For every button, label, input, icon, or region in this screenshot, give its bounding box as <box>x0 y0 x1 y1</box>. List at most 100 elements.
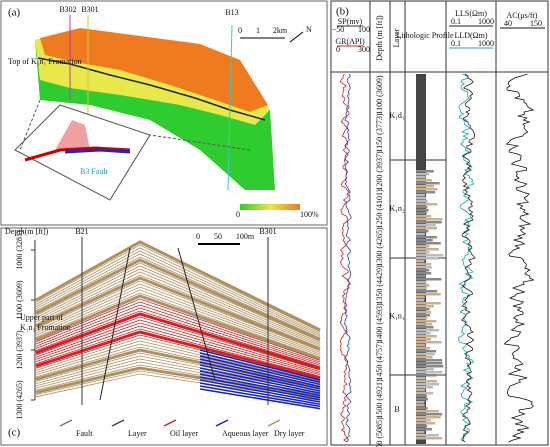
lithology-bed <box>416 275 426 278</box>
depth-label: 1300 (4265) <box>375 227 384 267</box>
layer <box>35 283 321 353</box>
lithology-bed <box>416 377 426 380</box>
lithology-bed <box>416 380 438 383</box>
lithology-bed <box>416 308 430 311</box>
lithology-bed <box>416 236 437 239</box>
lld-curve <box>458 73 475 443</box>
layer <box>35 247 321 334</box>
lithology-bed <box>416 410 439 413</box>
colorbar <box>240 204 300 210</box>
well-label: B21 <box>75 227 88 236</box>
legend-symbol <box>163 419 177 427</box>
layer <box>35 328 321 377</box>
lithology-bed <box>416 365 444 368</box>
lithology-bed <box>416 401 425 404</box>
depth-label: 1100 (3609) <box>15 280 24 319</box>
lithology-bed <box>416 359 442 362</box>
north-arrow <box>289 31 304 43</box>
layer-label: K₁n₂ <box>389 204 405 213</box>
lithology-bed <box>416 413 443 416</box>
lithology-bed <box>416 185 434 188</box>
lithology-bed <box>416 338 432 341</box>
header-text: SP(mv) <box>338 17 363 26</box>
lithology-bed <box>416 260 425 263</box>
aqueous-layer <box>199 364 321 392</box>
layer <box>35 289 321 356</box>
lithology-bed <box>416 350 437 353</box>
block-top <box>40 28 268 112</box>
depth-label: 1200 (3937) <box>375 151 384 191</box>
aqueous-layer <box>199 385 321 408</box>
legend-label: Oil layer <box>170 429 199 438</box>
lithology-bed <box>416 392 434 395</box>
header-text: 40 <box>504 19 512 28</box>
layer <box>35 304 321 364</box>
legend-label: Dry layer <box>274 429 305 438</box>
lithology-bed <box>416 182 440 185</box>
layer-label: K₁d₁ <box>389 111 405 120</box>
depth-label: 1250 (4101) <box>375 189 384 229</box>
lithology-bed <box>416 188 438 191</box>
lithology-bed <box>416 176 426 179</box>
header-text: 100 <box>358 25 370 34</box>
layer <box>35 258 321 341</box>
lithology-bed <box>416 296 425 299</box>
layer <box>35 316 321 371</box>
lithology-bed <box>416 242 441 245</box>
lithology-bed <box>416 353 435 356</box>
lithology-bed <box>416 248 439 251</box>
legend-label: Fault <box>76 429 93 438</box>
layer <box>35 240 321 332</box>
gr-curve <box>339 73 350 443</box>
lithology-bed <box>416 425 428 428</box>
lithology-bed <box>416 269 430 272</box>
layer <box>35 265 321 344</box>
scale-label: 1 <box>256 26 260 35</box>
lithology-bed <box>416 389 426 392</box>
lithology-bed <box>416 218 443 221</box>
layer <box>35 325 321 376</box>
layer <box>35 286 321 355</box>
depth-label: 1350 (4429) <box>375 265 384 305</box>
lithology-bed <box>416 434 439 437</box>
lithology-bed <box>416 428 433 431</box>
lithology-bed <box>416 212 428 215</box>
lithology-bed <box>416 224 437 227</box>
fault <box>99 247 131 401</box>
lithology-bed <box>416 326 434 329</box>
legend-symbol <box>267 419 281 427</box>
header-text: GR(API) <box>335 37 365 46</box>
layer-label: B <box>394 405 399 414</box>
lithology-bed <box>416 227 438 230</box>
aqueous-layer <box>199 370 321 397</box>
lithology-bed <box>416 284 430 287</box>
lithology-bed <box>416 179 433 182</box>
lithology-bed <box>416 335 437 338</box>
lithology-bed <box>416 386 433 389</box>
legend-symbol <box>111 419 125 427</box>
aqueous-layer <box>199 349 321 381</box>
header-text: 0.1 <box>451 17 461 26</box>
layer <box>35 370 321 400</box>
header-text: 1000 <box>478 39 494 48</box>
aqueous-layer <box>199 367 321 394</box>
depth-label: 1550 (5085) <box>375 417 384 447</box>
lithology-bed <box>416 371 443 374</box>
aqueous-layer <box>199 376 321 401</box>
depth-label: 1450 (4757) <box>375 341 384 381</box>
layer <box>35 319 321 372</box>
inset-layer <box>64 148 131 154</box>
layer <box>35 307 321 366</box>
axis-title: Depth(m [ft]) <box>5 227 49 236</box>
lithology-bed <box>416 323 433 326</box>
well-label: B301 <box>81 5 98 14</box>
scale-label: 2km <box>273 26 288 35</box>
lls-curve <box>460 73 476 443</box>
lithology-bed <box>416 290 438 293</box>
lithology-bed <box>416 437 443 440</box>
lithology-bed <box>416 329 440 332</box>
well-label: B301 <box>259 227 276 236</box>
header-text: LLD(Ωm) <box>454 31 487 40</box>
aqueous-layer <box>199 388 321 410</box>
